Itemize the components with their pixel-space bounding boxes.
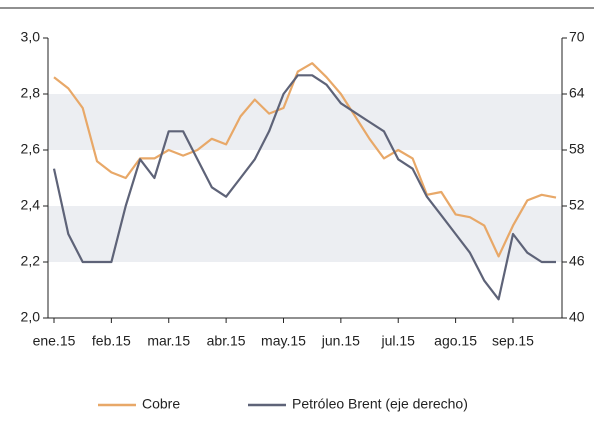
- y2-tick-label: 46: [569, 253, 585, 269]
- x-tick-label: mar.15: [147, 333, 190, 349]
- x-tick-label: ene.15: [33, 333, 76, 349]
- legend-label: Petróleo Brent (eje derecho): [292, 396, 468, 412]
- x-tick-label: jul.15: [380, 333, 415, 349]
- y-tick-label: 2,6: [21, 141, 41, 157]
- x-tick-label: feb.15: [92, 333, 131, 349]
- legend-label: Cobre: [142, 396, 180, 412]
- series-line: [53, 62, 557, 258]
- y-tick-label: 2,4: [21, 197, 41, 213]
- y-tick-label: 2,8: [21, 85, 41, 101]
- x-tick-label: ago.15: [434, 333, 477, 349]
- series-line: [52, 74, 556, 301]
- y2-tick-label: 64: [569, 85, 585, 101]
- x-tick-label: may.15: [261, 333, 306, 349]
- y2-tick-label: 58: [569, 141, 585, 157]
- y-tick-label: 2,2: [21, 253, 41, 269]
- grid-band: [48, 206, 562, 262]
- x-tick-label: sep.15: [492, 333, 534, 349]
- y-tick-label: 3,0: [21, 29, 41, 45]
- x-tick-label: jun.15: [321, 333, 360, 349]
- y2-tick-label: 40: [569, 309, 585, 325]
- y2-tick-label: 70: [569, 29, 585, 45]
- y-tick-label: 2,0: [21, 309, 41, 325]
- y2-tick-label: 52: [569, 197, 585, 213]
- grid-band: [48, 94, 562, 150]
- x-tick-label: abr.15: [207, 333, 246, 349]
